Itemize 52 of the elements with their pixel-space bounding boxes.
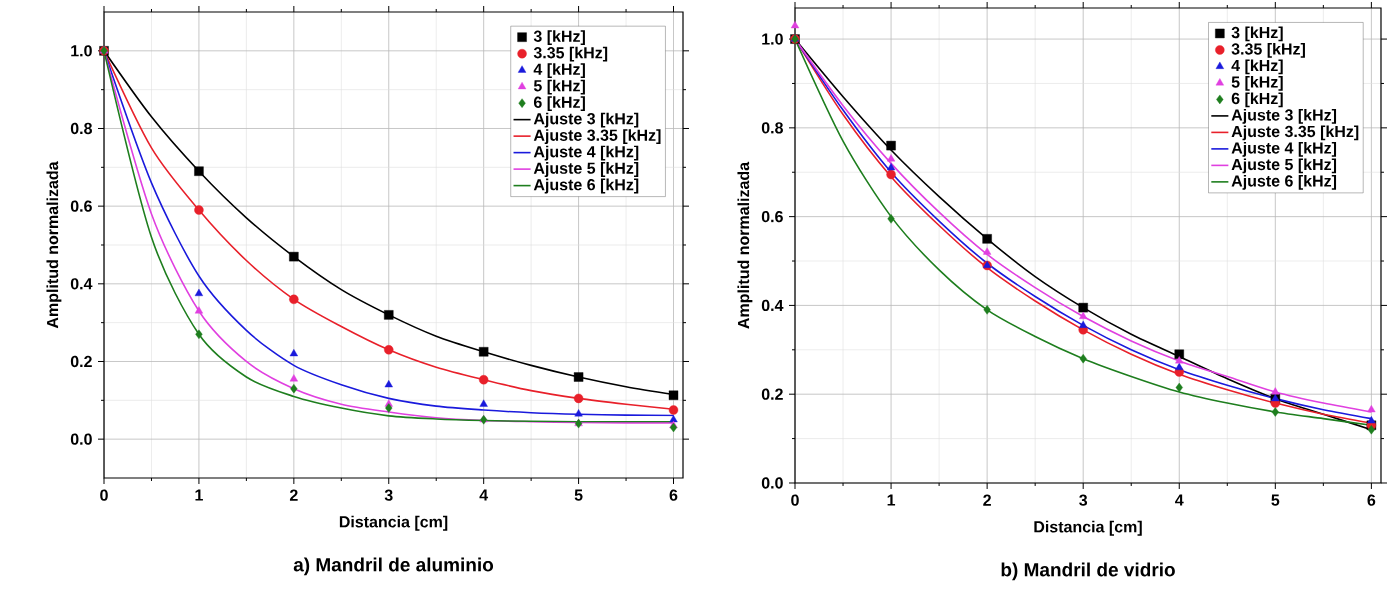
x-tick-label: 2: [289, 489, 298, 501]
legend-label: 3.35 [kHz]: [533, 46, 608, 62]
x-tick-label: 5: [574, 489, 583, 501]
x-tick-label: 6: [669, 489, 678, 501]
legend-label: Ajuste 3 [kHz]: [1231, 108, 1337, 124]
legend-label: 3 [kHz]: [1231, 26, 1283, 42]
y-axis-title: Amplitud normalizada: [46, 161, 62, 329]
y-tick-label: 0.0: [70, 433, 92, 445]
legend-label: Ajuste 3 [kHz]: [533, 112, 639, 128]
x-tick-label: 0: [100, 489, 108, 501]
x-tick-label: 1: [195, 489, 203, 501]
text: a) Mandril de aluminio: [293, 557, 494, 576]
legend-label: Ajuste 4 [kHz]: [1231, 141, 1337, 157]
legend-label: 4 [kHz]: [533, 63, 585, 79]
text: b) Mandril de vidrio: [1001, 562, 1175, 581]
legend-label: 3 [kHz]: [533, 30, 585, 46]
x-tick-label: 1: [887, 494, 896, 506]
legend-label: Ajuste 6 [kHz]: [533, 178, 639, 194]
x-tick-label: 3: [1079, 494, 1088, 506]
legend-label: 6 [kHz]: [1231, 92, 1283, 108]
x-tick-label: 0: [791, 494, 799, 506]
legend-label: 3.35 [kHz]: [1231, 42, 1305, 58]
x-tick-label: 2: [983, 494, 991, 506]
legend-label: Ajuste 5 [kHz]: [1231, 158, 1337, 174]
y-tick-label: 0.2: [70, 355, 92, 368]
x-tick-label: 5: [1271, 494, 1280, 506]
y-axis-title: Amplitud normalizada: [737, 161, 753, 329]
legend-label: 5 [kHz]: [533, 79, 585, 95]
legend-label: 4 [kHz]: [1231, 59, 1283, 75]
x-tick-label: 6: [1367, 494, 1376, 506]
y-tick-label: 0.4: [761, 299, 784, 312]
legend-label: Ajuste 5 [kHz]: [533, 162, 639, 178]
legend-label: Ajuste 3.35 [kHz]: [533, 129, 661, 145]
y-tick-label: 0.6: [70, 200, 92, 212]
y-tick-label: 1.0: [71, 45, 92, 57]
y-tick-label: 0.8: [70, 122, 92, 135]
x-axis-title: Distancia [cm]: [1034, 520, 1142, 536]
y-tick-label: 0.6: [761, 210, 783, 223]
y-tick-label: 0.4: [70, 278, 93, 290]
legend-label: 6 [kHz]: [533, 96, 585, 112]
x-tick-label: 4: [1175, 494, 1184, 506]
x-tick-label: 3: [384, 489, 393, 501]
y-tick-label: 0.8: [761, 122, 783, 134]
y-tick-label: 1.0: [762, 33, 783, 45]
legend-label: Ajuste 3.35 [kHz]: [1231, 125, 1359, 141]
x-tick-label: 4: [479, 489, 489, 501]
legend-label: Ajuste 6 [kHz]: [1231, 174, 1337, 190]
legend-label: 5 [kHz]: [1231, 75, 1283, 91]
y-tick-label: 0.0: [761, 477, 783, 489]
x-axis-title: Distancia [cm]: [339, 515, 448, 531]
y-tick-label: 0.2: [761, 388, 783, 400]
legend-label: Ajuste 4 [kHz]: [533, 145, 639, 161]
